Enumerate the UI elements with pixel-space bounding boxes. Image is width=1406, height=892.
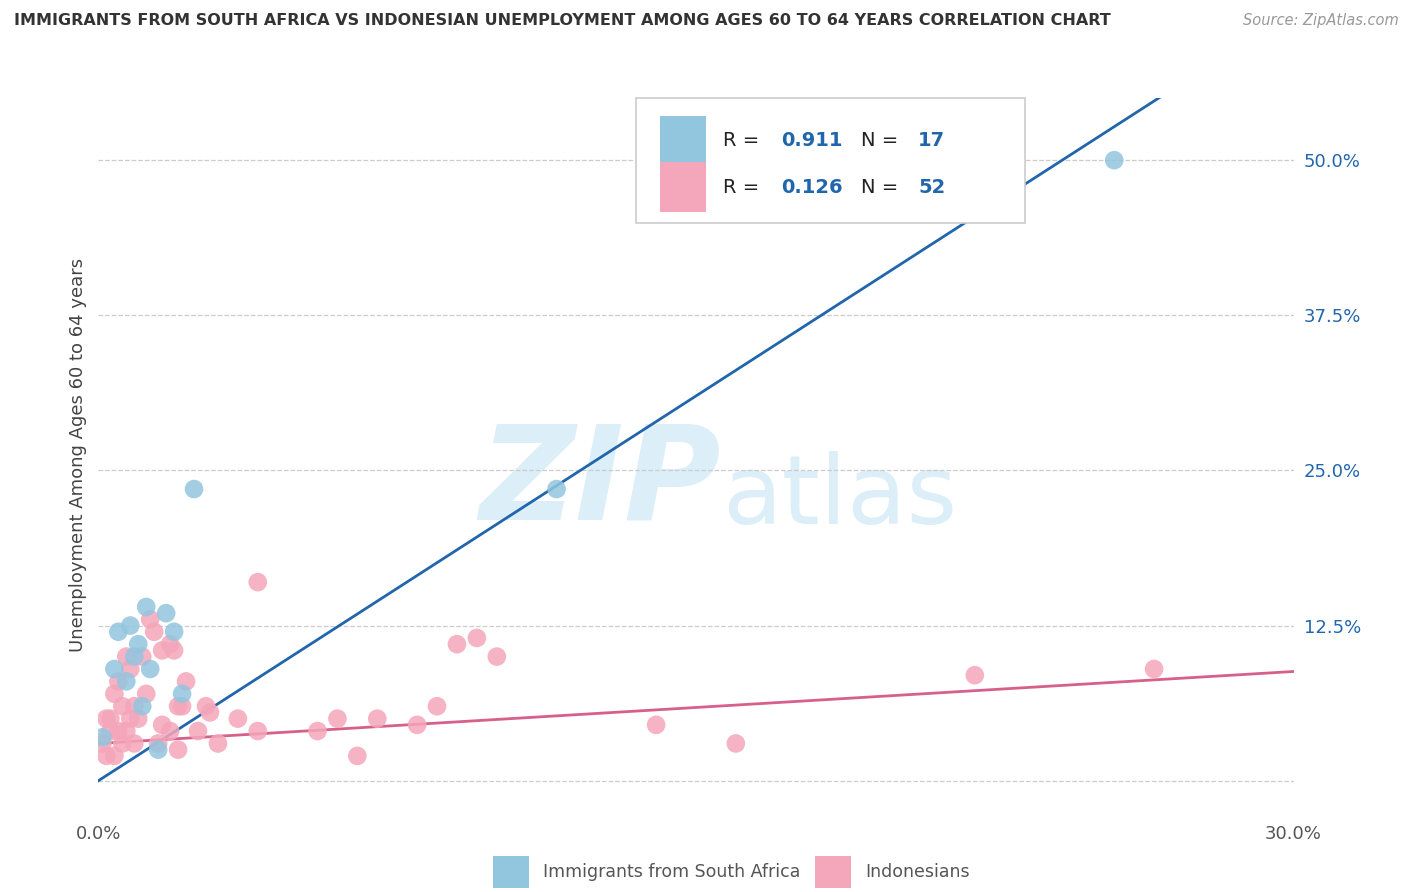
Point [107, 724, 129, 739]
Point [124, 649, 146, 664]
Point [724, 736, 747, 750]
FancyBboxPatch shape [637, 98, 1025, 223]
Point [426, 699, 449, 714]
Point [96, 712, 118, 726]
Point [100, 712, 122, 726]
Text: N =: N = [860, 178, 904, 197]
Point [546, 482, 568, 496]
Point [91, 736, 114, 750]
Text: R =: R = [724, 178, 766, 197]
Point [172, 687, 194, 701]
Point [115, 674, 138, 689]
Text: 52: 52 [918, 178, 945, 197]
Text: 17: 17 [918, 131, 945, 151]
Point [91, 731, 114, 745]
Point [645, 718, 668, 732]
Point [226, 712, 249, 726]
Point [167, 742, 190, 756]
Point [135, 599, 157, 614]
Point [111, 699, 134, 714]
Point [406, 718, 429, 732]
Point [135, 687, 157, 701]
Point [103, 748, 125, 763]
Point [307, 724, 329, 739]
Point [150, 718, 173, 732]
Point [246, 724, 269, 739]
Point [107, 624, 129, 639]
Point [127, 637, 149, 651]
Point [963, 668, 986, 682]
Point [187, 724, 209, 739]
Point [139, 612, 162, 626]
Point [195, 699, 218, 714]
Point [172, 699, 194, 714]
Point [131, 649, 153, 664]
Point [120, 662, 142, 676]
Point [465, 631, 488, 645]
Point [103, 687, 125, 701]
Text: 0.911: 0.911 [780, 131, 842, 151]
FancyBboxPatch shape [661, 116, 706, 166]
Point [96, 748, 118, 763]
Text: R =: R = [724, 131, 766, 151]
Point [124, 699, 146, 714]
FancyBboxPatch shape [661, 162, 706, 212]
Point [1102, 153, 1125, 168]
Point [163, 624, 186, 639]
Point [124, 736, 146, 750]
Point [148, 736, 170, 750]
Point [115, 649, 138, 664]
Point [143, 624, 166, 639]
Point [366, 712, 388, 726]
Point [1143, 662, 1166, 676]
Point [174, 674, 197, 689]
Point [207, 736, 229, 750]
Point [120, 712, 142, 726]
Point [131, 699, 153, 714]
FancyBboxPatch shape [815, 856, 852, 888]
Y-axis label: Unemployment Among Ages 60 to 64 years: Unemployment Among Ages 60 to 64 years [69, 258, 87, 652]
Text: IMMIGRANTS FROM SOUTH AFRICA VS INDONESIAN UNEMPLOYMENT AMONG AGES 60 TO 64 YEAR: IMMIGRANTS FROM SOUTH AFRICA VS INDONESI… [14, 13, 1111, 29]
FancyBboxPatch shape [494, 856, 529, 888]
Text: 0.126: 0.126 [780, 178, 842, 197]
Point [155, 606, 177, 620]
Point [183, 482, 205, 496]
Point [107, 674, 129, 689]
Point [150, 643, 173, 657]
Point [246, 575, 269, 590]
Text: N =: N = [860, 131, 904, 151]
Point [326, 712, 349, 726]
Point [159, 637, 181, 651]
Point [485, 649, 508, 664]
Text: Source: ZipAtlas.com: Source: ZipAtlas.com [1243, 13, 1399, 29]
Point [120, 618, 142, 632]
Point [127, 712, 149, 726]
Point [446, 637, 468, 651]
Text: atlas: atlas [721, 451, 957, 544]
Text: Indonesians: Indonesians [866, 863, 970, 881]
Point [198, 706, 221, 720]
Text: Immigrants from South Africa: Immigrants from South Africa [543, 863, 800, 881]
Point [163, 643, 186, 657]
Point [346, 748, 368, 763]
Point [167, 699, 190, 714]
Text: ZIP: ZIP [479, 420, 721, 547]
Point [139, 662, 162, 676]
Point [100, 724, 122, 739]
Point [111, 736, 134, 750]
Point [115, 724, 138, 739]
Point [148, 742, 170, 756]
Point [159, 724, 181, 739]
Point [103, 662, 125, 676]
